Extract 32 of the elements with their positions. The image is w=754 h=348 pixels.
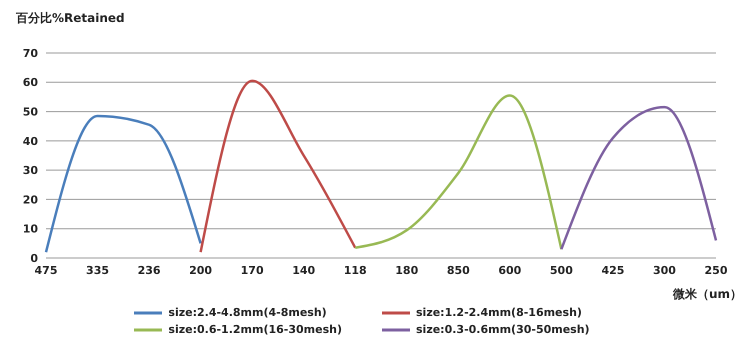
y-tick-label: 10 bbox=[22, 222, 38, 236]
line-series bbox=[44, 114, 202, 254]
line-series bbox=[354, 94, 563, 250]
y-tick-label: 50 bbox=[22, 105, 38, 118]
y-tick-label: 60 bbox=[22, 76, 38, 90]
y-tick-label: 40 bbox=[22, 134, 38, 148]
legend-label: size:0.6-1.2mm(16-30mesh) bbox=[168, 323, 342, 336]
y-tick-label: 20 bbox=[22, 193, 38, 206]
x-axis-title: 微米（um） bbox=[672, 286, 742, 303]
legend-label: size:1.2-2.4mm(8-16mesh) bbox=[416, 306, 582, 319]
y-axis-title: 百分比%Retained bbox=[16, 10, 125, 27]
x-tick-label: 236 bbox=[138, 264, 161, 277]
line-series bbox=[560, 106, 718, 250]
x-tick-label: 850 bbox=[446, 264, 470, 277]
legend-label: size:0.3-0.6mm(30-50mesh) bbox=[416, 323, 590, 336]
x-tick-label: 140 bbox=[292, 264, 316, 277]
x-tick-label: 425 bbox=[601, 264, 624, 277]
line-series bbox=[199, 80, 356, 254]
x-tick-label: 118 bbox=[344, 264, 367, 277]
x-tick-label: 170 bbox=[240, 264, 264, 277]
x-tick-label: 500 bbox=[550, 264, 574, 277]
legend-label: size:2.4-4.8mm(4-8mesh) bbox=[168, 306, 327, 319]
x-tick-label: 600 bbox=[498, 264, 522, 277]
x-tick-label: 335 bbox=[86, 264, 110, 277]
x-tick-label: 300 bbox=[652, 264, 676, 277]
y-tick-label: 30 bbox=[22, 164, 38, 178]
x-tick-label: 475 bbox=[34, 264, 58, 277]
x-tick-label: 250 bbox=[704, 264, 728, 277]
x-tick-label: 180 bbox=[395, 264, 419, 277]
x-tick-label: 200 bbox=[189, 264, 212, 277]
y-tick-label: 70 bbox=[22, 46, 38, 60]
y-tick-label: 0 bbox=[30, 252, 38, 265]
